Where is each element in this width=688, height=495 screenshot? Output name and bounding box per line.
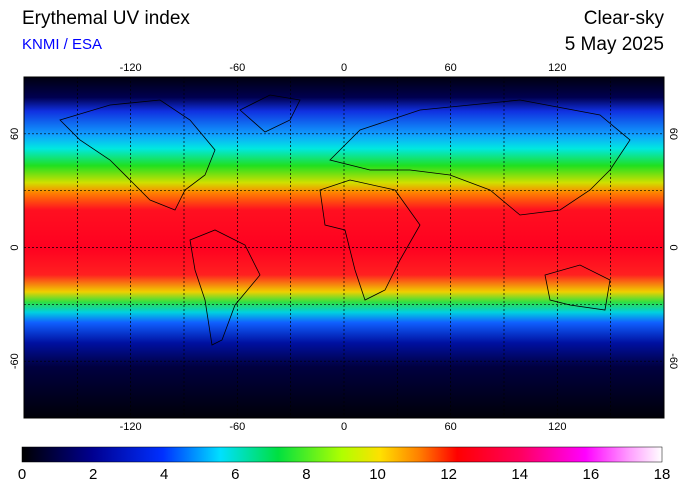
- colorbar-label: 0: [18, 466, 26, 483]
- lon-label: 0: [341, 62, 347, 74]
- graticule: [24, 77, 664, 418]
- lon-label: 60: [445, 421, 457, 433]
- lon-label: 0: [341, 421, 347, 433]
- lon-label: -60: [229, 62, 245, 74]
- colorbar-label: 16: [583, 466, 600, 483]
- colorbar-label: 10: [369, 466, 386, 483]
- title: Erythemal UV index: [22, 8, 190, 29]
- lat-label: -60: [9, 353, 21, 369]
- date: 5 May 2025: [565, 34, 664, 55]
- mode: Clear-sky: [584, 8, 665, 29]
- colorbar: [21, 446, 663, 463]
- colorbar-label: 18: [654, 466, 671, 483]
- lon-label: 60: [445, 62, 457, 74]
- colorbar-label: 8: [302, 466, 310, 483]
- lon-label: -120: [120, 62, 142, 74]
- lat-label: 0: [667, 244, 679, 250]
- lon-label: 120: [548, 62, 566, 74]
- lat-label: 60: [9, 128, 21, 140]
- map-frame: [23, 76, 665, 419]
- lon-label: 120: [548, 421, 566, 433]
- source: KNMI / ESA: [22, 36, 102, 53]
- lat-label: -60: [667, 353, 679, 369]
- lon-label: -120: [120, 421, 142, 433]
- colorbar-label: 14: [511, 466, 528, 483]
- colorbar-label: 6: [231, 466, 239, 483]
- coastlines: [59, 94, 631, 346]
- colorbar-label: 2: [89, 466, 97, 483]
- lat-label: 60: [667, 128, 679, 140]
- lat-label: 0: [9, 244, 21, 250]
- colorbar-label: 4: [160, 466, 168, 483]
- colorbar-label: 12: [440, 466, 457, 483]
- lon-label: -60: [229, 421, 245, 433]
